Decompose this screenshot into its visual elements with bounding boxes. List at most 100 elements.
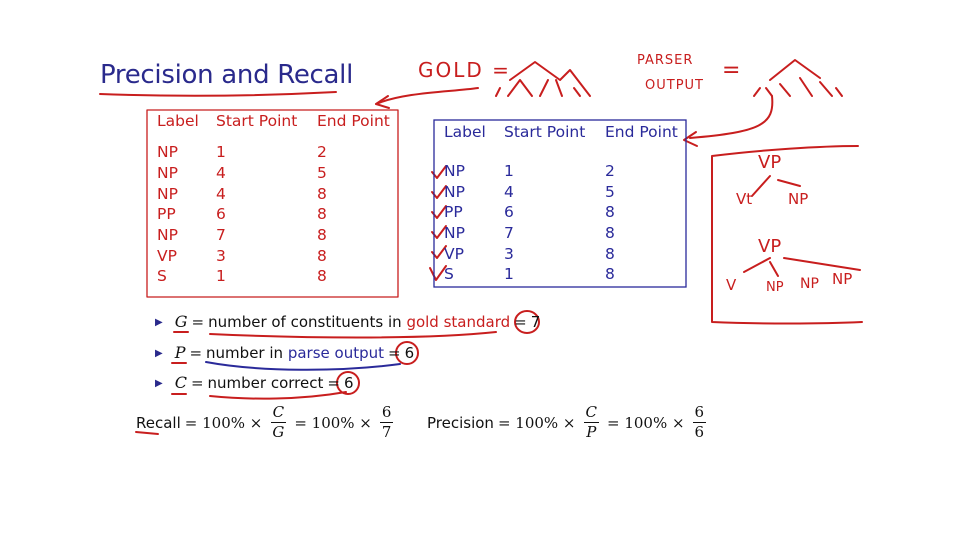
gold-table-box [146,109,399,298]
bullet-highlight-parse: parse output [287,344,384,362]
gold-cell-label: PP [157,205,176,224]
hw-np2: NP [766,280,784,295]
parse-arrow [689,95,774,139]
hw-np3: NP [800,276,819,292]
recall-label: Recall [136,413,181,432]
gold-cell-label: NP [157,143,178,162]
parse-table: Label Start Point End Point NP 1 2 NP 4 5 PP… [444,123,678,285]
parse-cell-end: 2 [605,162,615,181]
bullet-var-p: P [174,343,186,362]
parse-cell-start: 6 [504,203,514,222]
parse-header-start: Start Point [504,123,586,141]
bullet-text: number correct [207,374,324,392]
gold-row: NP 7 8 [157,225,390,246]
hw-vt: Vt [736,190,753,208]
bullet-value-p: 6 [404,344,415,362]
hw-np1: NP [788,190,809,208]
precision-label: Precision [427,413,494,432]
gold-cell-start: 7 [216,226,226,245]
parse-cell-label: NP [444,224,465,243]
gold-cell-end: 8 [317,246,327,265]
recall-eq2: = 100% × [294,413,372,432]
gold-cell-start: 4 [216,184,226,203]
parse-cell-start: 1 [504,265,514,284]
parse-cell-start: 7 [504,224,514,243]
bullet-correct-count: ▶ C = number correct = 6 [155,373,354,392]
bullet-text: number in [206,344,284,362]
gold-table-header: Label Start Point End Point [157,112,390,142]
gold-header-start: Start Point [216,112,298,130]
gold-row: PP 6 8 [157,204,390,225]
gold-cell-label: VP [157,246,177,265]
hw-vp2: VP [758,236,782,257]
bullet-triangle-icon: ▶ [155,348,163,359]
parse-row: S 1 8 [444,264,678,285]
bullet-eq2: = [327,374,340,392]
recall-frac2-den: 7 [381,423,392,441]
right-bracket [711,145,863,325]
precision-frac2-den: 6 [694,423,705,441]
gold-cell-end: 8 [317,205,327,224]
parse-cell-label: S [444,265,454,284]
parse-cell-label: NP [444,162,465,181]
bullet-parse-count: ▶ P = number in parse output = 6 [155,343,414,362]
hw-vp1: VP [758,152,782,173]
bullet-highlight-gold: gold standard [406,313,511,331]
recall-frac1-num: C [270,403,287,423]
hw-output: OUTPUT [645,78,704,93]
recall-eq1: = 100% × [184,413,263,432]
parse-header-label: Label [444,123,486,141]
parse-cell-label: PP [444,203,463,222]
gold-row: NP 1 2 [157,142,390,163]
bullet-text: number of constituents in [208,313,402,331]
precision-frac1-den: P [586,423,597,441]
bullet-var-c: C [174,373,187,392]
gold-row: VP 3 8 [157,245,390,266]
gold-arrowhead [375,95,390,109]
gold-cell-label: NP [157,164,178,183]
gold-cell-start: 4 [216,164,226,183]
bullet-gold-count: ▶ G = number of constituents in gold standa… [155,312,540,331]
gold-header-label: Label [157,112,199,130]
precision-frac2-num: 6 [692,403,707,423]
parse-table-box [433,119,687,288]
gold-cell-label: NP [157,184,178,203]
parse-cell-label: NP [444,182,465,201]
parse-table-header: Label Start Point End Point [444,123,678,161]
parse-row: PP 6 8 [444,202,678,223]
parse-cell-end: 8 [605,203,615,222]
gold-cell-end: 8 [317,267,327,286]
gold-cell-start: 1 [216,143,226,162]
gold-table: Label Start Point End Point NP 1 2 NP 4 5 NP… [157,112,390,287]
gold-row: NP 4 8 [157,183,390,204]
parse-cell-start: 4 [504,182,514,201]
gold-cell-end: 2 [317,143,327,162]
parse-row: VP 3 8 [444,243,678,264]
bullet-eq: = [190,374,204,392]
parse-header-end: End Point [605,123,678,141]
hw-parser: PARSER [637,53,694,68]
precision-eq1: = 100% × [497,413,576,432]
gold-header-end: End Point [317,112,390,130]
hw-parser-eq: = [722,58,741,83]
gold-cell-end: 8 [317,184,327,203]
gold-cell-start: 1 [216,267,226,286]
gold-cell-start: 6 [216,205,226,224]
parse-cell-end: 5 [605,182,615,201]
bullet-eq2: = [514,313,527,331]
parse-cell-end: 8 [605,224,615,243]
bullet-triangle-icon: ▶ [155,317,163,328]
bullet-value-g: 7 [530,313,541,331]
slide-title: Precision and Recall [100,60,354,90]
precision-eq2: = 100% × [606,413,685,432]
bullet-eq2: = [388,344,401,362]
gold-row: S 1 8 [157,266,390,287]
gold-arrow [375,87,479,105]
bullet-eq: = [189,344,203,362]
